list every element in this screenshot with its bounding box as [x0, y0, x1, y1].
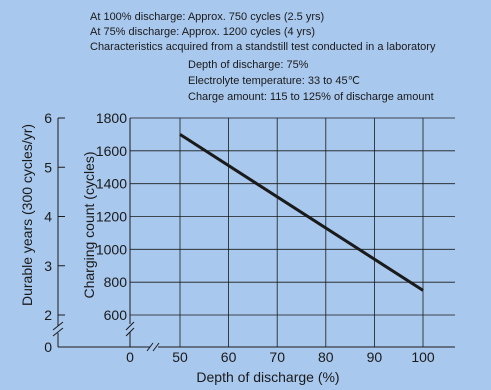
y-tick-label: 800	[104, 274, 128, 290]
y-tick-label: 1000	[96, 241, 127, 257]
x-tick-label: 100	[411, 349, 435, 365]
note-line-1: At 100% discharge: Approx. 750 cycles (2…	[90, 11, 324, 23]
years-tick-labels: 0 2 3 4 5 6	[44, 110, 65, 355]
condition-depth: Depth of discharge: 75%	[188, 59, 309, 71]
years-tick-label: 4	[44, 209, 52, 225]
y-tick-labels: 600 800 1000 1200 1400 1600 1800	[96, 110, 127, 323]
y-axis-break-icon	[125, 321, 135, 337]
x-tick-label: 50	[172, 349, 188, 365]
years-tick-label: 6	[44, 110, 52, 126]
x-tick-label: 70	[269, 349, 285, 365]
series-layer	[179, 133, 424, 292]
x-tick-label: 60	[221, 349, 237, 365]
years-tick-label: 3	[44, 258, 52, 274]
series-line	[179, 133, 424, 292]
y-axis-label: Charging count (cycles)	[81, 151, 97, 298]
y-tick-label: 1400	[96, 176, 127, 192]
x-tick-label: 80	[318, 349, 334, 365]
years-tick-label: 2	[44, 307, 52, 323]
note-line-2: At 75% discharge: Approx. 1200 cycles (4…	[90, 26, 315, 38]
y-tick-label: 1800	[96, 110, 127, 126]
years-axis-break-icon	[52, 321, 64, 337]
axes	[52, 118, 455, 352]
x-tick-label: 90	[367, 349, 383, 365]
note-line-3: Characteristics acquired from a standsti…	[90, 41, 436, 53]
x-axis-break-icon	[146, 342, 160, 352]
gridlines	[130, 117, 455, 347]
years-tick-label: 5	[44, 159, 52, 175]
condition-temperature: Electrolyte temperature: 33 to 45℃	[188, 75, 360, 87]
y-tick-label: 1200	[96, 209, 127, 225]
x-axis-label: Depth of discharge (%)	[196, 369, 339, 385]
y-tick-label: 1600	[96, 143, 127, 159]
y-tick-label: 600	[104, 307, 128, 323]
condition-charge: Charge amount: 115 to 125% of discharge …	[188, 91, 434, 103]
x-tick-label: 0	[126, 349, 134, 365]
years-axis-label: Durable years (300 cycles/yr)	[19, 124, 35, 306]
years-tick-label: 0	[44, 339, 52, 355]
x-tick-labels: 0 50 60 70 80 90 100	[126, 349, 435, 365]
